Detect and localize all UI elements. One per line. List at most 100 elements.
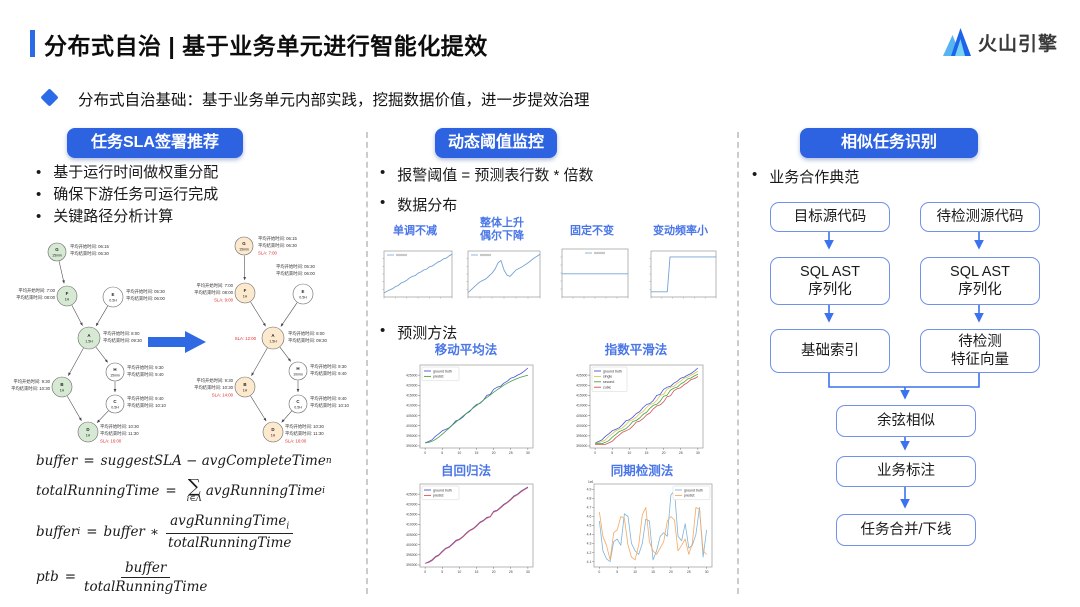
svg-text:1H: 1H — [60, 388, 65, 392]
svg-text:1H: 1H — [271, 433, 276, 437]
sla-dag-before: G 15min F 1H E 0.5H A 1.5H H 15min B 1H C 0.5H D 1H 平均开始… — [0, 228, 178, 451]
svg-text:10min: 10min — [293, 372, 303, 376]
slide-subtitle: 分布式自治基础：基于业务单元内部实践，挖掘数据价值，进一步提效治理 — [78, 92, 590, 109]
mini-chart-monotone — [375, 246, 455, 311]
svg-text:400000: 400000 — [406, 424, 417, 428]
svg-text:平均结束时间: 06:30: 平均结束时间: 06:30 — [258, 242, 298, 249]
mini-chart-title-step: 变动频率小 — [653, 225, 708, 237]
svg-text:平均结束时间: 9:40: 平均结束时间: 9:40 — [310, 370, 347, 377]
svg-text:30: 30 — [526, 451, 530, 455]
svg-text:15: 15 — [651, 570, 655, 574]
svg-text:H: H — [113, 367, 116, 372]
svg-text:SLA: 16:00: SLA: 16:00 — [285, 438, 307, 443]
chart-svg-autoregression: 390000 395000 400000 405000 410000 415000 4200… — [406, 483, 534, 574]
mini-chart-title-constant: 固定不变 — [570, 225, 614, 237]
svg-text:平均开始时间: 9:30: 平均开始时间: 9:30 — [127, 364, 164, 371]
svg-text:15: 15 — [475, 570, 479, 574]
svg-text:4.6: 4.6 — [587, 515, 592, 519]
svg-text:平均开始时间: 8:00: 平均开始时间: 8:00 — [288, 330, 325, 337]
flow-box-merge-offline: 任务合并/下线 — [836, 514, 976, 546]
svg-text:15min: 15min — [110, 373, 120, 377]
svg-text:平均开始时间: 7:00: 平均开始时间: 7:00 — [18, 287, 55, 294]
formula-buffer: buffer = suggestSLA − avgCompleteTime n — [36, 453, 332, 469]
threshold-bullet-3: • 预测方法 — [380, 322, 458, 342]
svg-text:0.5H: 0.5H — [111, 405, 119, 409]
dag-node-F — [56, 285, 78, 307]
svg-text:平均结束时间: 08:00: 平均结束时间: 08:00 — [194, 289, 234, 296]
svg-text:5: 5 — [441, 451, 443, 455]
mini-chart-step — [642, 246, 719, 311]
page-title: 分布式自治 | 基于业务单元进行智能化提效 — [44, 33, 488, 59]
svg-text:平均开始时间: 05:30: 平均开始时间: 05:30 — [126, 288, 166, 295]
svg-text:415000: 415000 — [406, 394, 417, 398]
chart-title-exp-smoothing: 指数平滑法 — [604, 343, 668, 357]
svg-text:390000: 390000 — [406, 563, 417, 567]
sla-formula-block: buffer = suggestSLA − avgCompleteTime n tot… — [36, 453, 346, 604]
brand-name: 火山引擎 — [977, 34, 1058, 55]
svg-text:390000: 390000 — [406, 444, 417, 448]
svg-text:405000: 405000 — [576, 414, 587, 418]
svg-text:F: F — [244, 288, 247, 293]
dag-node-E — [292, 283, 314, 305]
svg-text:D: D — [86, 427, 89, 432]
svg-text:A: A — [271, 333, 275, 338]
svg-text:1H: 1H — [243, 294, 248, 298]
svg-text:20: 20 — [492, 570, 496, 574]
svg-text:C: C — [296, 399, 300, 404]
svg-text:平均开始时间: 9:40: 平均开始时间: 9:40 — [310, 395, 347, 402]
section-title-similar: 相似任务识别 — [800, 128, 978, 158]
chart-autoregression: 390000 395000 400000 405000 410000 415000 4200… — [396, 480, 536, 583]
bullet-dot: • — [380, 164, 386, 181]
dag-node-G — [234, 236, 254, 256]
chart-svg-low-frequency-step — [649, 250, 717, 299]
svg-text:SLA: 16:00: SLA: 16:00 — [100, 438, 122, 443]
svg-text:420000: 420000 — [406, 383, 417, 387]
svg-text:4.1: 4.1 — [587, 560, 592, 564]
mini-chart-title-monotone: 单调不减 — [393, 225, 437, 237]
svg-text:平均开始时间: 9:30: 平均开始时间: 9:30 — [310, 363, 347, 370]
svg-text:25: 25 — [687, 570, 691, 574]
flow-box-cosine-similar: 余弦相似 — [836, 405, 976, 437]
svg-text:395000: 395000 — [406, 553, 417, 557]
chart-exp-smoothing: 390000 395000 400000 405000 410000 415000 4200… — [566, 361, 706, 464]
section-title-sla: 任务SLA签署推荐 — [67, 128, 243, 158]
svg-text:平均结束时间: 11:30: 平均结束时间: 11:30 — [285, 430, 324, 437]
svg-text:ground truth: ground truth — [684, 488, 703, 492]
svg-text:5: 5 — [616, 570, 618, 574]
mini-chart-rise-dip — [459, 246, 543, 311]
svg-text:1e6: 1e6 — [588, 480, 594, 484]
dag-node-A — [77, 326, 101, 350]
volcengine-mountain-icon — [942, 28, 971, 56]
svg-text:400000: 400000 — [406, 543, 417, 547]
svg-text:20: 20 — [669, 570, 673, 574]
svg-text:平均结束时间: 10:30: 平均结束时间: 10:30 — [194, 384, 234, 391]
formula-total-running-time: totalRunningTime = ∑ i∈Λ avgRunningTime i — [36, 476, 326, 504]
svg-text:0: 0 — [424, 570, 426, 574]
bullet-item: 关键路径分析计算 — [36, 206, 356, 228]
svg-text:平均结束时间: 9:40: 平均结束时间: 9:40 — [127, 371, 164, 378]
svg-text:B: B — [243, 382, 246, 387]
flowchart-connectors — [824, 232, 984, 509]
svg-text:平均开始时间: 10:30: 平均开始时间: 10:30 — [285, 423, 325, 430]
svg-text:平均开始时间: 9:30: 平均开始时间: 9:30 — [13, 378, 50, 385]
chart-moving-average: 390000 395000 400000 405000 410000 415000 4200… — [396, 361, 536, 464]
svg-text:400000: 400000 — [576, 424, 587, 428]
svg-text:4.4: 4.4 — [587, 533, 592, 537]
dag-node-B — [234, 376, 256, 398]
svg-text:predict: predict — [684, 494, 695, 498]
svg-text:4.3: 4.3 — [587, 542, 592, 546]
svg-text:390000: 390000 — [576, 444, 587, 448]
svg-text:4.5: 4.5 — [587, 524, 592, 528]
svg-text:平均开始时间: 05:30: 平均开始时间: 05:30 — [276, 263, 316, 270]
svg-text:405000: 405000 — [406, 414, 417, 418]
dag-node-F — [234, 282, 256, 304]
bullet-item: 基于运行时间做权重分配 — [36, 162, 356, 184]
svg-text:ground truth: ground truth — [433, 488, 452, 492]
svg-text:平均开始时间: 06:15: 平均开始时间: 06:15 — [258, 235, 298, 242]
svg-text:平均结束时间: 08:00: 平均结束时间: 08:00 — [16, 294, 56, 301]
svg-text:10: 10 — [457, 451, 461, 455]
svg-text:cubic: cubic — [603, 386, 611, 390]
svg-text:0.5H: 0.5H — [294, 405, 302, 409]
section-divider-left — [366, 132, 368, 594]
chart-svg-moving-average: 390000 395000 400000 405000 410000 415000 4200… — [406, 364, 534, 455]
